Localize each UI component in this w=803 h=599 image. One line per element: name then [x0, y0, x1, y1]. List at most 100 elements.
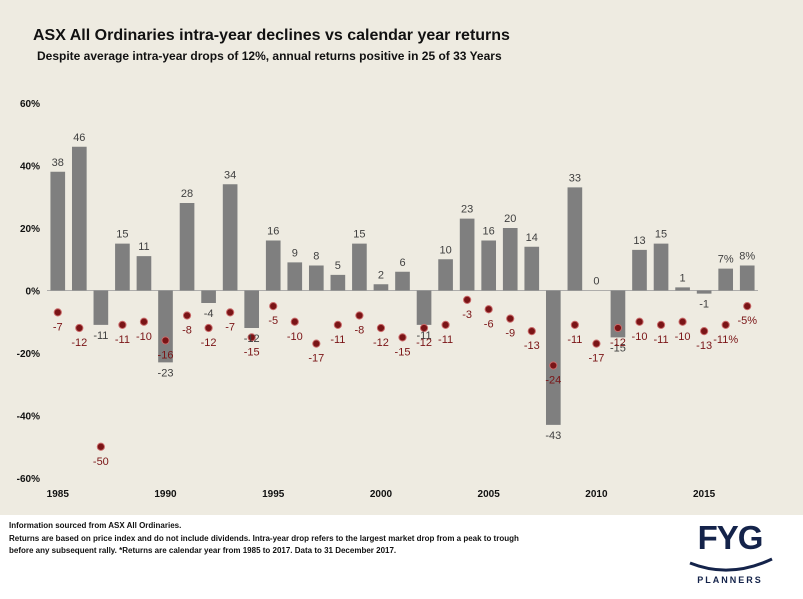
decline-dot	[484, 305, 493, 314]
return-label: 16	[267, 226, 279, 238]
return-bar	[50, 171, 66, 291]
return-label: 23	[461, 204, 473, 216]
decline-label: -16	[158, 350, 174, 362]
return-label: 28	[181, 188, 193, 200]
return-bar	[136, 256, 152, 291]
return-bar	[287, 262, 303, 291]
decline-label: -8	[355, 325, 365, 337]
decline-dot	[592, 339, 601, 348]
decline-dot	[161, 336, 170, 345]
decline-label: -11%	[713, 334, 738, 346]
decline-label: -50	[93, 456, 109, 468]
return-bar	[201, 290, 216, 303]
decline-label: -12	[416, 337, 432, 349]
return-label: 11	[138, 241, 149, 253]
return-label: 34	[224, 169, 236, 181]
return-label: -11	[416, 330, 431, 342]
return-bar	[438, 259, 453, 291]
y-tick-label: -20%	[17, 349, 40, 360]
return-label: -15	[610, 342, 626, 354]
return-label: 2	[378, 269, 384, 281]
return-label: 7%	[718, 254, 734, 266]
decline-label: -12	[610, 337, 626, 349]
return-bar	[395, 271, 410, 291]
decline-dot	[118, 320, 127, 329]
decline-label: -11	[115, 334, 130, 346]
return-label: 8	[313, 251, 319, 263]
return-label: -11	[93, 330, 108, 342]
return-bar	[115, 243, 130, 291]
decline-label: -10	[675, 331, 691, 343]
return-bar	[632, 249, 647, 291]
return-label: 16	[483, 226, 495, 238]
logo-subtext: PLANNERS	[697, 575, 763, 585]
return-bar	[696, 290, 712, 294]
return-bar	[610, 290, 626, 338]
return-bar	[567, 187, 583, 291]
x-tick-label: 1995	[262, 489, 285, 500]
x-tick-label: 1985	[47, 489, 70, 500]
decline-label: -10	[287, 331, 303, 343]
return-label: -43	[545, 430, 561, 442]
return-bar	[718, 268, 734, 291]
decline-dot	[463, 295, 472, 304]
x-tick-label: 2010	[585, 489, 608, 500]
x-tick-label: 2000	[370, 489, 393, 500]
return-bar	[459, 218, 475, 291]
decline-dot	[139, 317, 149, 326]
decline-dot	[75, 323, 84, 333]
decline-label: -12	[201, 337, 217, 349]
decline-label: -8	[182, 325, 192, 337]
return-bar	[502, 228, 518, 291]
decline-label: -11	[330, 334, 345, 346]
return-bar	[545, 290, 561, 425]
y-tick-label: 40%	[20, 162, 40, 173]
decline-dot	[527, 327, 536, 336]
return-label: 5	[335, 260, 341, 272]
return-bar	[739, 265, 755, 291]
decline-label: -13	[696, 340, 712, 352]
chart-plot: 60%40%20%0%-20%-40%-60%1985 1990 1995 2000 2…	[17, 99, 758, 500]
y-tick-label: 20%	[20, 224, 40, 235]
return-label: 15	[353, 229, 365, 241]
decline-dot	[506, 314, 515, 323]
decline-dot	[549, 361, 558, 370]
return-label: 10	[439, 244, 451, 256]
return-bar	[308, 265, 324, 291]
decline-dot	[182, 311, 192, 320]
return-bar	[179, 203, 195, 291]
footer-note-line-1: Returns are based on price index and do …	[9, 534, 519, 543]
return-label: 9	[292, 247, 298, 259]
fyg-logo	[689, 557, 773, 572]
decline-dot	[247, 333, 256, 342]
decline-dot	[419, 323, 429, 333]
decline-label: -3	[462, 309, 472, 321]
return-bar	[352, 243, 367, 291]
return-label: 46	[73, 132, 85, 144]
return-label: 6	[399, 257, 405, 269]
y-tick-label: -60%	[17, 474, 40, 485]
logo-wordmark: FYG	[697, 519, 764, 556]
decline-label: -12	[373, 337, 389, 349]
chart-title: ASX All Ordinaries intra-year declines v…	[33, 27, 510, 44]
decline-label: -15	[244, 346, 260, 358]
return-label: -1	[699, 299, 709, 311]
return-label: 38	[52, 157, 64, 169]
decline-label: -11	[653, 334, 668, 346]
return-label: 8%	[739, 251, 755, 263]
return-bar	[416, 290, 432, 325]
return-bar	[222, 184, 238, 291]
return-bar	[93, 290, 109, 325]
footer-note-line-2: before any subsequent rally. *Returns ar…	[9, 546, 397, 555]
decline-label: -17	[588, 353, 604, 365]
decline-label: -10	[136, 331, 152, 343]
decline-label: -12	[71, 337, 87, 349]
footer: Information sourced from ASX All Ordinar…	[0, 515, 803, 599]
return-label: 15	[116, 229, 128, 241]
decline-label: -11	[438, 334, 453, 346]
return-label: 33	[569, 172, 581, 184]
decline-dot	[96, 442, 105, 451]
decline-dot	[398, 333, 407, 342]
logo-swoosh	[689, 557, 773, 572]
decline-dot	[290, 317, 299, 326]
